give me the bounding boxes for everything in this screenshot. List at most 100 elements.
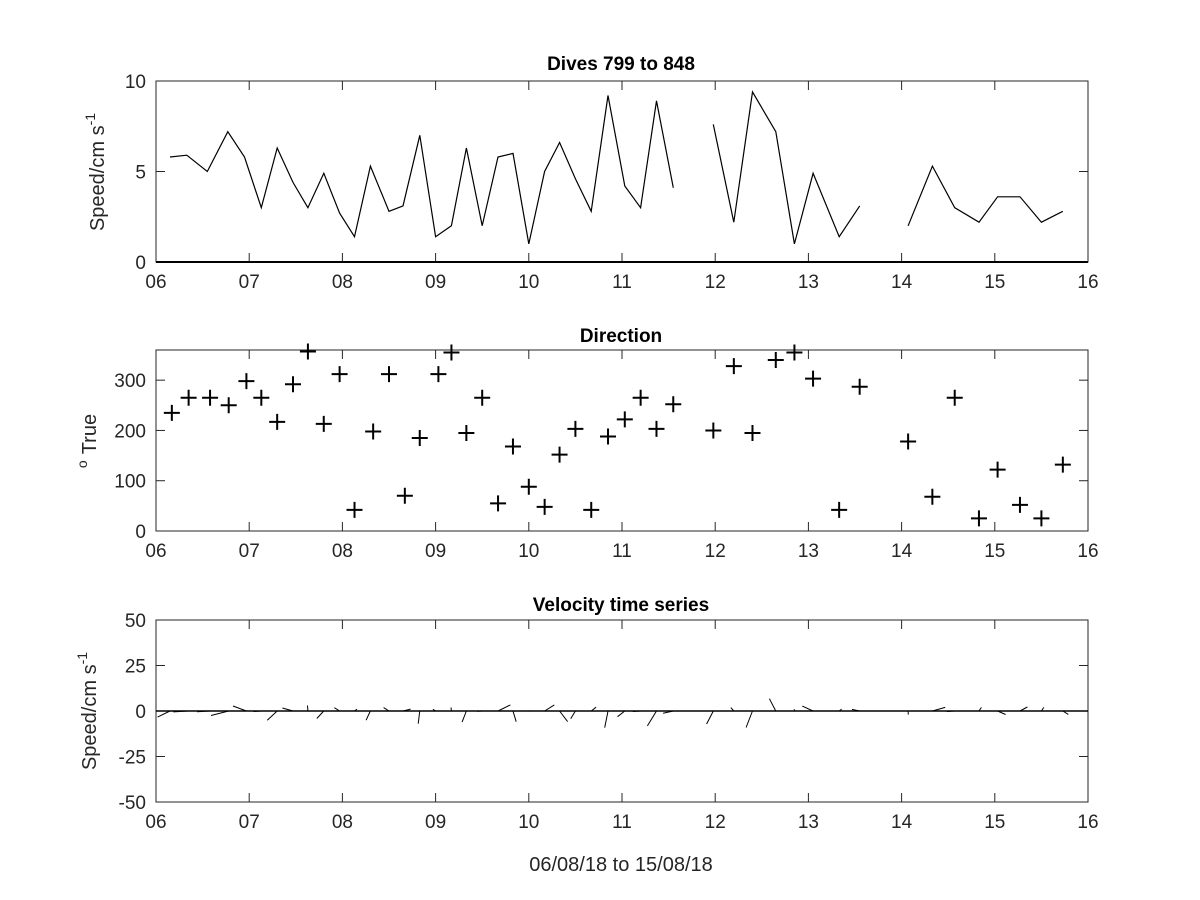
velocity-stick bbox=[604, 710, 609, 728]
direction-point bbox=[411, 429, 428, 446]
velocity-stick bbox=[662, 710, 674, 714]
panel-velocity-ticks: 06 07 08 09 10 11 12 13 14 15 16 -50 -25 0 25 50 bbox=[119, 611, 1099, 833]
direction-point bbox=[744, 424, 761, 441]
velocity-stick bbox=[432, 708, 436, 712]
panel-speed-xtick-label: 10 bbox=[518, 272, 539, 293]
direction-point bbox=[458, 424, 475, 441]
velocity-stick bbox=[210, 710, 229, 716]
velocity-stick bbox=[932, 706, 946, 712]
panel-velocity-xtick-label: 10 bbox=[518, 812, 539, 833]
velocity-stick bbox=[559, 710, 568, 722]
direction-point bbox=[202, 389, 219, 406]
panel-speed-ylabel-sup: -1 bbox=[82, 113, 98, 126]
panel-direction-axes bbox=[155, 349, 1089, 532]
panel-speed-xtick-label: 15 bbox=[984, 272, 1005, 293]
direction-point bbox=[705, 422, 722, 439]
direction-point bbox=[299, 343, 316, 360]
direction-point bbox=[900, 433, 917, 450]
panel-speed-xtick-label: 09 bbox=[425, 272, 446, 293]
velocity-stick bbox=[946, 710, 955, 712]
velocity-stick bbox=[232, 705, 247, 712]
direction-point bbox=[490, 495, 507, 512]
panel-direction-xtick-label: 13 bbox=[798, 541, 819, 562]
panel-speed-xtick-label: 07 bbox=[239, 272, 260, 293]
panel-velocity-xtick-label: 12 bbox=[705, 812, 726, 833]
direction-point bbox=[520, 478, 537, 495]
panel-velocity-ytick-label: 0 bbox=[135, 702, 146, 723]
panel-direction-xtick-label: 11 bbox=[612, 541, 632, 562]
direction-point bbox=[1054, 456, 1071, 473]
direction-point bbox=[285, 376, 302, 393]
velocity-stick bbox=[570, 710, 576, 719]
direction-point bbox=[253, 389, 270, 406]
velocity-stick bbox=[512, 710, 517, 722]
panel-speed-series bbox=[156, 90, 1088, 263]
direction-point bbox=[365, 423, 382, 440]
panel-direction-xtick-label: 14 bbox=[891, 541, 913, 562]
panel-velocity-xtick-label: 14 bbox=[891, 812, 913, 833]
velocity-stick bbox=[590, 706, 597, 712]
direction-point bbox=[600, 428, 617, 445]
velocity-stick bbox=[282, 707, 294, 712]
panel-direction-ytick-label: 200 bbox=[114, 421, 146, 442]
velocity-stick bbox=[417, 710, 421, 724]
velocity-stick bbox=[802, 705, 814, 712]
velocity-stick bbox=[266, 710, 278, 721]
panel-direction-xtick-label: 10 bbox=[518, 541, 539, 562]
panel-direction-ytick-label: 0 bbox=[135, 522, 146, 543]
direction-point bbox=[924, 488, 941, 505]
velocity-stick bbox=[851, 708, 860, 712]
panel-direction-xtick-label: 06 bbox=[145, 541, 166, 562]
velocity-stick bbox=[632, 710, 641, 712]
direction-point bbox=[946, 389, 963, 406]
velocity-stick bbox=[544, 704, 555, 712]
panel-speed-xtick-label: 13 bbox=[798, 272, 819, 293]
direction-point bbox=[616, 411, 633, 428]
panel-direction-ticks: 06 07 08 09 10 11 12 13 14 15 16 0 100 200 300 bbox=[114, 350, 1099, 562]
panel-velocity-xtick-label: 06 bbox=[145, 812, 166, 833]
direction-point bbox=[220, 397, 237, 414]
direction-point bbox=[238, 373, 255, 390]
velocity-stick bbox=[354, 708, 358, 712]
direction-point bbox=[989, 461, 1006, 478]
panel-speed-xtick-label: 12 bbox=[705, 272, 726, 293]
speed-series-line bbox=[169, 95, 674, 245]
velocity-stick bbox=[461, 710, 467, 723]
direction-point bbox=[767, 352, 784, 369]
panel-velocity-ylabel-text: Speed/cm s bbox=[79, 664, 101, 770]
direction-point bbox=[551, 446, 568, 463]
direction-point bbox=[474, 389, 491, 406]
panel-velocity-xtick-label: 13 bbox=[798, 812, 819, 833]
panel-direction-ytick-label: 300 bbox=[114, 371, 146, 392]
velocity-stick bbox=[706, 710, 714, 725]
panel-velocity-xtick-label: 16 bbox=[1077, 812, 1098, 833]
direction-point bbox=[851, 378, 868, 395]
panel-speed-ticks: 06 07 08 09 10 11 12 13 14 15 16 0 5 10 bbox=[125, 72, 1099, 293]
velocity-stick bbox=[316, 710, 325, 719]
panel-direction-title: Direction bbox=[580, 326, 662, 347]
panel-velocity-xtick-label: 07 bbox=[239, 812, 260, 833]
velocity-stick bbox=[157, 710, 171, 718]
panel-speed-xtick-label: 16 bbox=[1077, 272, 1098, 293]
panel-speed: Dives 799 to 848 06 07 08 09 10 11 12 13 14 15 160… bbox=[82, 54, 1099, 293]
direction-point bbox=[648, 420, 665, 437]
velocity-stick bbox=[402, 708, 411, 712]
direction-point bbox=[583, 501, 600, 518]
panel-direction: Direction 06 07 08 09 10 11 12 13 14 15 16 0 100 200 3… bbox=[74, 326, 1099, 562]
direction-point bbox=[831, 501, 848, 518]
panel-velocity-xlabel: 06/08/18 to 15/08/18 bbox=[529, 854, 713, 876]
direction-point bbox=[163, 404, 180, 421]
direction-point bbox=[632, 389, 649, 406]
direction-point bbox=[1011, 496, 1028, 513]
panel-velocity-ylabel: Speed/cm s-1 bbox=[74, 652, 101, 770]
panel-speed-ylabel-text: Speed/cm s bbox=[87, 125, 109, 231]
panel-velocity-ytick-label: 25 bbox=[125, 657, 146, 678]
direction-point bbox=[665, 396, 682, 413]
velocity-stick bbox=[745, 710, 753, 728]
velocity-stick bbox=[1062, 710, 1069, 715]
panel-speed-xtick-label: 06 bbox=[145, 272, 166, 293]
direction-point bbox=[331, 366, 348, 383]
velocity-stick bbox=[197, 710, 211, 713]
panel-direction-xtick-label: 15 bbox=[984, 541, 1005, 562]
